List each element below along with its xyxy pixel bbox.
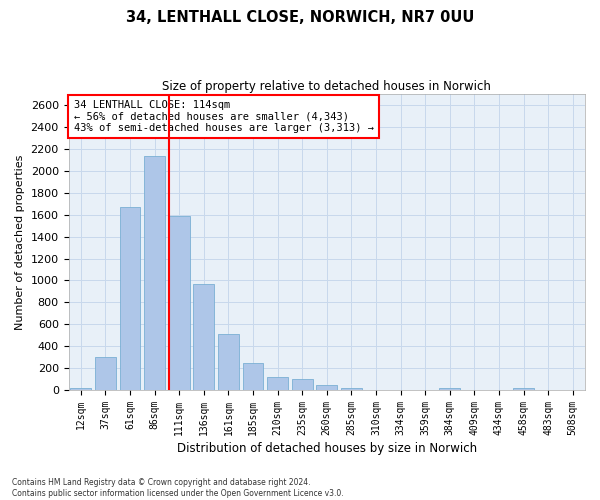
Title: Size of property relative to detached houses in Norwich: Size of property relative to detached ho… <box>163 80 491 93</box>
Bar <box>341 388 362 390</box>
Bar <box>316 385 337 390</box>
Bar <box>218 334 239 390</box>
Bar <box>513 388 534 390</box>
Bar <box>169 216 190 390</box>
Bar <box>119 207 140 390</box>
Bar <box>292 379 313 390</box>
Bar <box>95 357 116 390</box>
Bar <box>242 363 263 390</box>
Text: 34, LENTHALL CLOSE, NORWICH, NR7 0UU: 34, LENTHALL CLOSE, NORWICH, NR7 0UU <box>126 10 474 25</box>
Bar <box>267 377 288 390</box>
Y-axis label: Number of detached properties: Number of detached properties <box>15 154 25 330</box>
Text: Contains HM Land Registry data © Crown copyright and database right 2024.
Contai: Contains HM Land Registry data © Crown c… <box>12 478 344 498</box>
X-axis label: Distribution of detached houses by size in Norwich: Distribution of detached houses by size … <box>177 442 477 455</box>
Bar <box>144 156 165 390</box>
Bar <box>193 284 214 390</box>
Bar <box>439 388 460 390</box>
Bar <box>70 388 91 390</box>
Text: 34 LENTHALL CLOSE: 114sqm
← 56% of detached houses are smaller (4,343)
43% of se: 34 LENTHALL CLOSE: 114sqm ← 56% of detac… <box>74 100 374 134</box>
